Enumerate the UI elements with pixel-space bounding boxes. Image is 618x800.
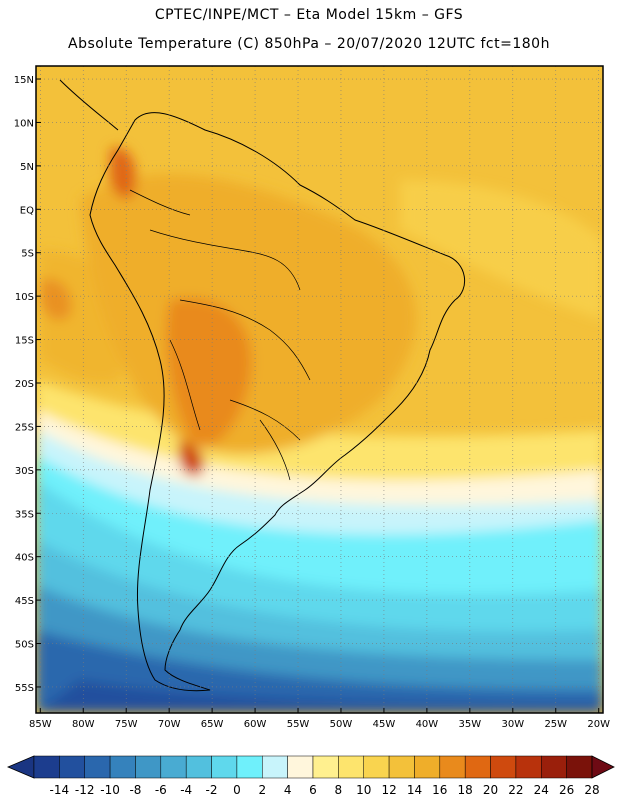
colorbar-swatch xyxy=(160,755,187,779)
colorbar-swatch xyxy=(515,755,542,779)
lon-tick-label: 40W xyxy=(416,719,439,730)
colorbar-label: 28 xyxy=(584,783,599,797)
colorbar-label: 10 xyxy=(356,783,371,797)
colorbar-swatch xyxy=(363,755,390,779)
map-title-line1: CPTEC/INPE/MCT – Eta Model 15km – GFS xyxy=(154,7,464,23)
lat-tick-label: 10S xyxy=(15,292,34,303)
colorbar-swatch xyxy=(566,755,593,779)
colorbar-label: -4 xyxy=(180,783,192,797)
lon-tick-label: 85W xyxy=(29,719,52,730)
lat-tick-label: 40S xyxy=(15,553,34,564)
lon-tick-label: 35W xyxy=(459,719,482,730)
colorbar-swatch xyxy=(490,755,517,779)
colorbar-swatch xyxy=(414,755,441,779)
colorbar-swatch xyxy=(338,755,364,779)
map-frame xyxy=(35,65,604,714)
colorbar-label: 18 xyxy=(458,783,473,797)
lon-tick-label: 60W xyxy=(244,719,267,730)
colorbar-label: 14 xyxy=(407,783,422,797)
lon-tick-label: 65W xyxy=(201,719,224,730)
colorbar-swatch xyxy=(84,755,111,779)
lon-tick-label: 55W xyxy=(287,719,310,730)
colorbar-label: 0 xyxy=(233,783,241,797)
colorbar-label: 2 xyxy=(258,783,266,797)
colorbar-swatch xyxy=(287,755,314,779)
colorbar-label: 16 xyxy=(432,783,447,797)
lat-tick-label: 5S xyxy=(21,249,34,260)
lat-tick-label: 30S xyxy=(15,466,34,477)
colorbar-label: 8 xyxy=(335,783,343,797)
colorbar-label: -8 xyxy=(129,783,141,797)
colorbar-label: 24 xyxy=(534,783,549,797)
lon-tick-label: 25W xyxy=(544,719,567,730)
map-title-line2: Absolute Temperature (C) 850hPa – 20/07/… xyxy=(68,36,550,52)
lat-tick-label: 20S xyxy=(15,379,34,390)
colorbar-label: 26 xyxy=(559,783,574,797)
colorbar-swatch xyxy=(211,755,238,779)
colorbar-swatch xyxy=(312,755,339,779)
longitude-axis: 85W 80W 75W 70W 65W 60W 55W 50W 45W 40W 35W 30W 25W 2… xyxy=(29,708,610,730)
colorbar-low-arrow xyxy=(6,755,35,779)
graticule xyxy=(36,66,603,713)
lat-tick-label: 25S xyxy=(15,422,34,433)
colorbar-label: 12 xyxy=(381,783,396,797)
colorbar-swatch xyxy=(388,755,415,779)
colorbar-swatch xyxy=(262,755,288,779)
colorbar-swatch xyxy=(33,755,60,779)
lon-tick-label: 45W xyxy=(373,719,396,730)
colorbar-swatch xyxy=(109,755,136,779)
continent-outline xyxy=(89,112,466,692)
lat-tick-label: 10N xyxy=(14,118,34,129)
colorbar-swatch xyxy=(236,755,263,779)
lat-tick-label: 15S xyxy=(15,336,34,347)
country-borders xyxy=(129,189,311,481)
lon-tick-label: 50W xyxy=(330,719,353,730)
lon-tick-label: 30W xyxy=(501,719,524,730)
colorbar-swatch xyxy=(185,755,212,779)
colorbar-label: -10 xyxy=(100,783,120,797)
colorbar-swatch xyxy=(464,755,491,779)
colorbar-label: -12 xyxy=(75,783,95,797)
lat-tick-label: 45S xyxy=(15,596,34,607)
colorbar-high-arrow xyxy=(591,755,615,779)
temperature-field xyxy=(36,66,603,713)
lat-tick-label: 5N xyxy=(20,162,34,173)
colorbar-label: -2 xyxy=(206,783,218,797)
colorbar-swatch xyxy=(439,755,466,779)
lon-tick-label: 70W xyxy=(158,719,181,730)
lat-tick-label: 55S xyxy=(15,683,34,694)
lat-tick-label: EQ xyxy=(20,205,34,216)
lon-tick-label: 20W xyxy=(587,719,610,730)
colorbar-label: -14 xyxy=(50,783,70,797)
colorbar-swatch xyxy=(59,755,85,779)
colorbar-label: 20 xyxy=(483,783,498,797)
colorbar: -14 -12 -10 -8 -6 -4 -2 0 2 4 6 8 10 12 14 16 18 20 22 24 26… xyxy=(6,755,615,797)
lat-tick-label: 50S xyxy=(15,640,34,651)
lat-tick-label: 35S xyxy=(15,509,34,520)
lon-tick-label: 80W xyxy=(72,719,95,730)
colorbar-label: 22 xyxy=(508,783,523,797)
colorbar-swatch xyxy=(135,755,162,779)
lon-tick-label: 75W xyxy=(115,719,138,730)
colorbar-label: -6 xyxy=(155,783,167,797)
colorbar-swatch xyxy=(541,755,567,779)
lat-tick-label: 15N xyxy=(14,75,34,86)
colorbar-label: 4 xyxy=(284,783,292,797)
colorbar-label: 6 xyxy=(309,783,317,797)
latitude-axis: 15N 10N 5N EQ 5S 10S 15S 20S 25S 30S 35S 40S 45S 50S 5… xyxy=(14,75,41,694)
